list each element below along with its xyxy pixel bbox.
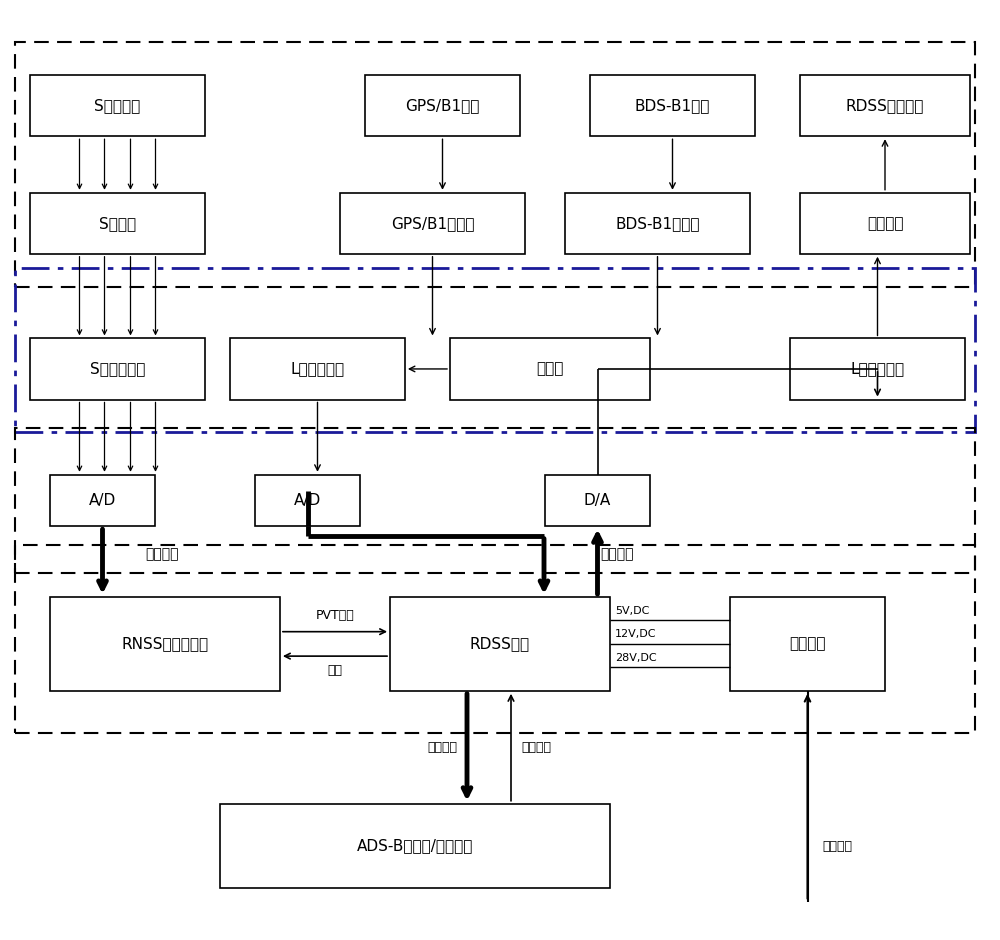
Text: BDS-B1天线: BDS-B1天线 (635, 99, 710, 113)
Bar (365, 75, 520, 136)
Text: 控制设置: 控制设置 (521, 741, 551, 754)
Text: 电源模块: 电源模块 (789, 636, 826, 651)
Bar (50, 475, 155, 526)
Text: A/D: A/D (89, 494, 116, 508)
Text: 数模转换: 数模转换 (601, 548, 634, 561)
Bar (255, 475, 360, 526)
Text: 功率放大: 功率放大 (867, 216, 903, 230)
Text: ADS-B应答机/显示设备: ADS-B应答机/显示设备 (357, 838, 473, 854)
Bar (390, 597, 610, 691)
Text: L上变频通道: L上变频通道 (850, 362, 905, 376)
Bar (730, 597, 885, 691)
Bar (590, 75, 755, 136)
Bar (545, 475, 650, 526)
Bar (450, 338, 650, 400)
Text: 外供电源: 外供电源 (822, 839, 852, 853)
Bar (50, 597, 280, 691)
Text: RDSS模块: RDSS模块 (470, 636, 530, 651)
Text: D/A: D/A (584, 494, 611, 508)
Bar (340, 193, 525, 254)
Text: RDSS发射天线: RDSS发射天线 (846, 99, 924, 113)
Bar (15, 42, 975, 287)
Text: PVT信息: PVT信息 (316, 609, 354, 622)
Bar (800, 75, 970, 136)
Text: A/D: A/D (294, 494, 321, 508)
Bar (15, 268, 975, 432)
Bar (30, 338, 205, 400)
Text: RNSS导航接收机: RNSS导航接收机 (121, 636, 209, 651)
Bar (230, 338, 405, 400)
Text: 信息上报: 信息上报 (427, 741, 457, 754)
Bar (565, 193, 750, 254)
Text: S天线阵元: S天线阵元 (94, 99, 141, 113)
Text: 合路器: 合路器 (536, 362, 564, 376)
Text: 5V,DC: 5V,DC (615, 606, 649, 616)
Bar (790, 338, 965, 400)
Text: S低噪放: S低噪放 (99, 216, 136, 230)
Text: BDS-B1低噪放: BDS-B1低噪放 (615, 216, 700, 230)
Bar (30, 193, 205, 254)
Text: GPS/B1低噪放: GPS/B1低噪放 (391, 216, 474, 230)
Text: GPS/B1天线: GPS/B1天线 (405, 99, 480, 113)
Text: 12V,DC: 12V,DC (615, 630, 656, 639)
Bar (15, 545, 975, 733)
Bar (220, 804, 610, 888)
Bar (30, 75, 205, 136)
Bar (800, 193, 970, 254)
Text: 控制: 控制 (328, 664, 342, 677)
Text: 28V,DC: 28V,DC (615, 653, 657, 663)
Text: 模数转换: 模数转换 (146, 548, 179, 561)
Text: L下变频通道: L下变频通道 (290, 362, 345, 376)
Text: S下变频通道: S下变频通道 (90, 362, 145, 376)
Bar (15, 428, 975, 573)
